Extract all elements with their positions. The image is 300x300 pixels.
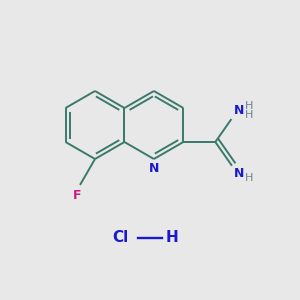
Text: H: H xyxy=(166,230,178,245)
Text: N: N xyxy=(149,162,159,175)
Text: H: H xyxy=(244,110,253,120)
Text: Cl: Cl xyxy=(112,230,128,245)
Text: H: H xyxy=(244,173,253,183)
Text: H: H xyxy=(244,101,253,111)
Text: N: N xyxy=(233,104,244,117)
Text: F: F xyxy=(73,189,81,202)
Text: N: N xyxy=(233,167,244,180)
